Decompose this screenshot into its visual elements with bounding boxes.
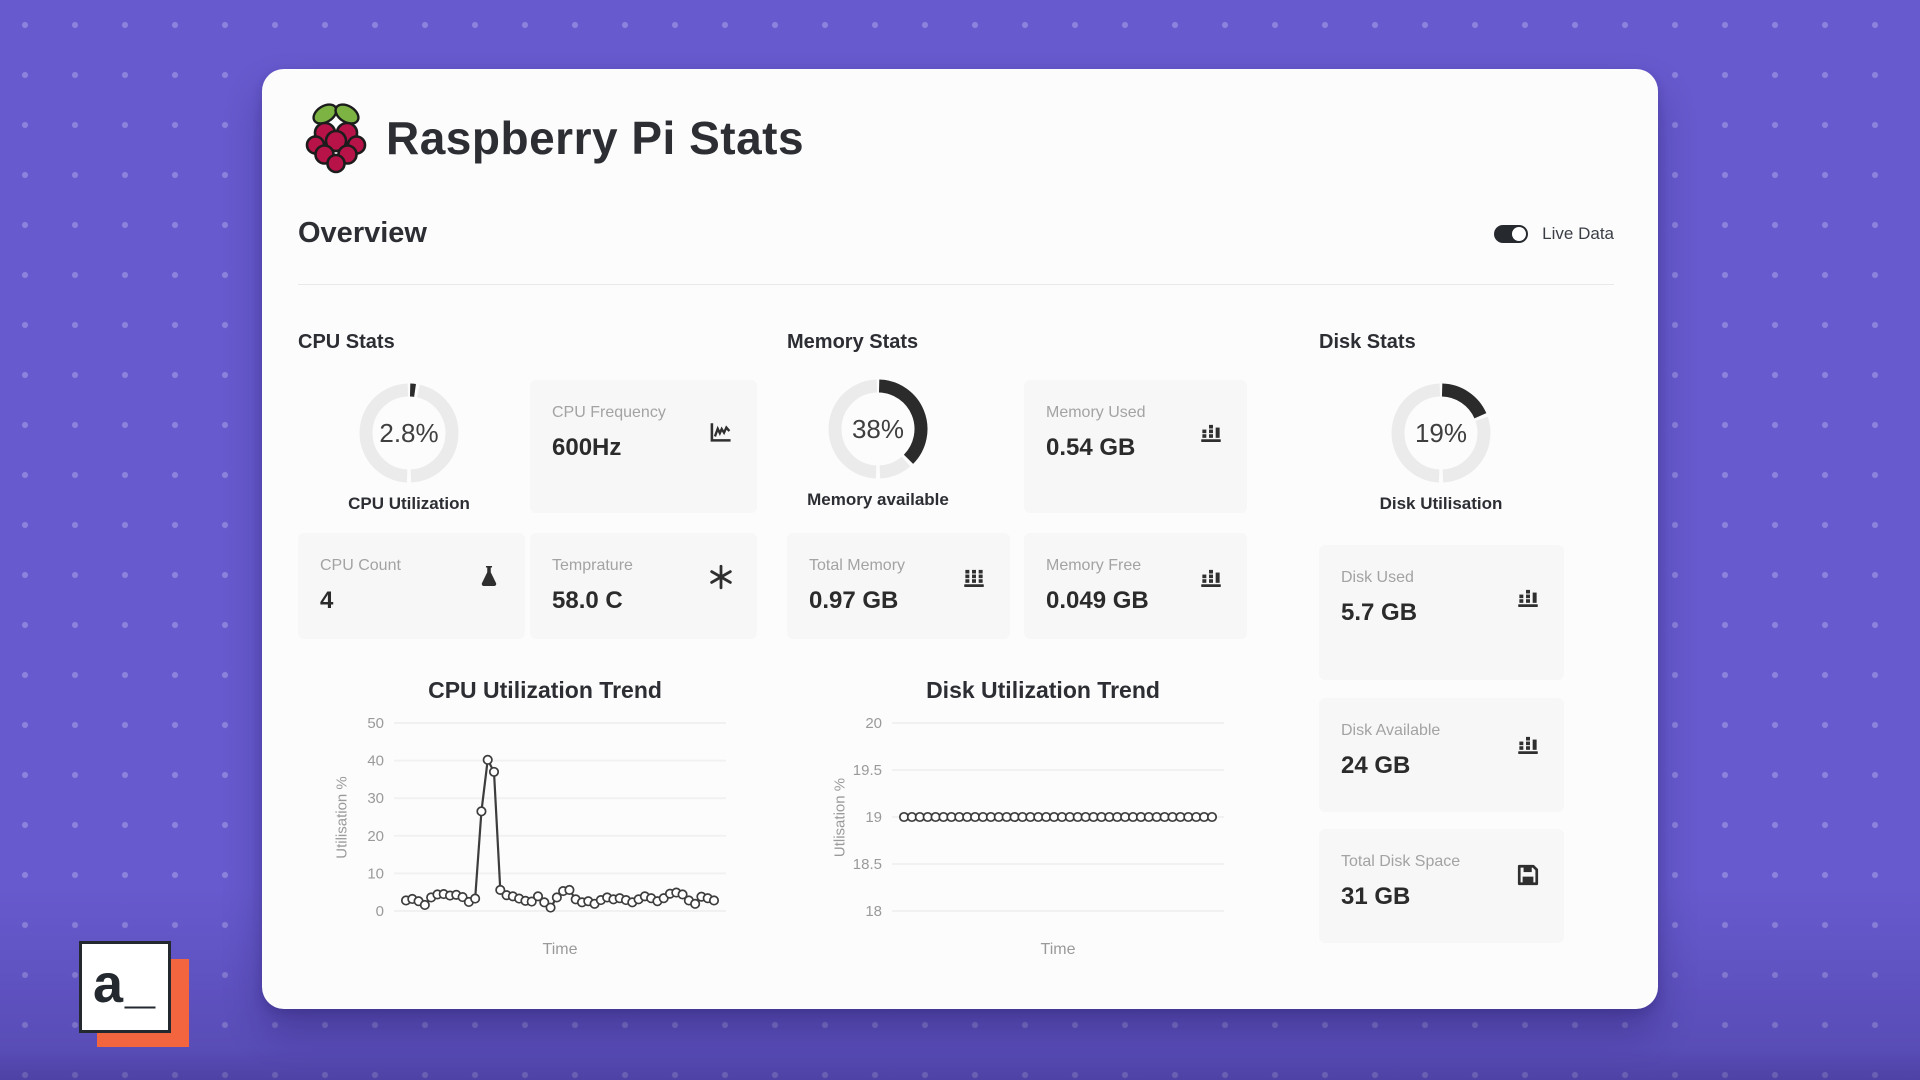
svg-text:0: 0 <box>376 903 384 920</box>
temperature-value: 58.0 C <box>552 587 623 614</box>
floppy-disk-icon <box>1514 861 1542 889</box>
cpu-donut-caption: CPU Utilization <box>348 494 470 513</box>
cpu-frequency-card: CPU Frequency 600Hz <box>530 380 757 513</box>
cpu-trend-ylabel: Utilisation % <box>333 776 351 859</box>
cpu-trend-title: CPU Utilization Trend <box>428 677 662 703</box>
toggle-knob <box>1512 226 1527 241</box>
svg-text:19.5: 19.5 <box>853 762 882 779</box>
total-memory-label: Total Memory <box>809 557 906 574</box>
cpu-donut-chart: 2.8% <box>359 383 459 483</box>
svg-text:10: 10 <box>367 865 384 882</box>
divider <box>298 284 1614 285</box>
memory-stats-heading: Memory Stats <box>787 331 919 353</box>
memory-free-card: Memory Free 0.049 GB <box>1024 533 1247 639</box>
asterisk-icon <box>707 563 735 591</box>
disk-donut-value: 19% <box>1415 418 1467 448</box>
cpu-frequency-label: CPU Frequency <box>552 404 666 421</box>
total-disk-space-label: Total Disk Space <box>1341 853 1461 870</box>
cpu-count-card: CPU Count 4 <box>298 533 525 639</box>
disk-donut-chart: 19% <box>1391 383 1491 483</box>
memory-available-gauge: 38% Memory available <box>807 377 949 510</box>
cpu-trend-chart: Utilisation % 0 10 20 30 40 50 Time <box>330 709 740 958</box>
raspberry-pi-logo <box>305 103 367 174</box>
disk-trend-chart: Utlisation % 18 18.5 19 19.5 20 Time <box>828 709 1238 958</box>
disk-available-value: 24 GB <box>1341 752 1411 779</box>
disk-used-label: Disk Used <box>1341 569 1414 586</box>
disk-used-value: 5.7 GB <box>1341 599 1418 626</box>
memory-used-value: 0.54 GB <box>1046 434 1136 461</box>
svg-text:20: 20 <box>865 715 882 732</box>
total-memory-value: 0.97 GB <box>809 587 899 614</box>
cpu-count-value: 4 <box>320 587 334 614</box>
live-data-toggle[interactable] <box>1494 224 1529 243</box>
memory-donut-caption: Memory available <box>807 490 949 509</box>
bar-chart-icon <box>1197 563 1225 591</box>
page-title: Raspberry Pi Stats <box>386 112 805 164</box>
memory-donut-chart: 38% <box>828 379 928 479</box>
disk-stats-heading: Disk Stats <box>1319 331 1416 353</box>
svg-text:19: 19 <box>865 809 882 826</box>
section-overview-title: Overview <box>298 217 427 249</box>
cpu-donut-value: 2.8% <box>379 418 438 448</box>
cpu-count-label: CPU Count <box>320 557 401 574</box>
temperature-label: Temprature <box>552 557 633 574</box>
memory-free-value: 0.049 GB <box>1046 587 1149 614</box>
total-disk-space-card: Total Disk Space 31 GB <box>1319 829 1564 943</box>
svg-text:50: 50 <box>367 715 384 732</box>
disk-trend-xlabel: Time <box>1040 941 1076 958</box>
cpu-trend-xlabel: Time <box>542 941 578 958</box>
total-memory-card: Total Memory 0.97 GB <box>787 533 1010 639</box>
disk-trend-plot: 18 18.5 19 19.5 20 <box>853 715 1224 920</box>
app-header: Raspberry Pi Stats <box>304 102 804 174</box>
disk-trend-title: Disk Utilization Trend <box>926 677 1160 703</box>
disk-donut-caption: Disk Utilisation <box>1379 494 1503 513</box>
watermark-white-square: a_ <box>79 941 171 1033</box>
memory-used-card: Memory Used 0.54 GB <box>1024 380 1247 513</box>
bar-chart-icon <box>1197 418 1225 446</box>
disk-utilisation-gauge: 19% Disk Utilisation <box>1380 381 1502 514</box>
cpu-utilization-gauge: 2.8% CPU Utilization <box>348 381 470 514</box>
step-chart-icon <box>707 418 735 446</box>
bar-chart-full-icon <box>960 563 988 591</box>
bar-chart-icon <box>1514 730 1542 758</box>
appsmith-watermark[interactable]: a_ <box>79 941 189 1047</box>
total-disk-space-value: 31 GB <box>1341 883 1411 910</box>
memory-used-label: Memory Used <box>1046 404 1146 421</box>
disk-available-label: Disk Available <box>1341 722 1441 739</box>
appsmith-logo-text: a_ <box>92 954 158 1014</box>
live-data-label: Live Data <box>1542 223 1614 243</box>
bar-chart-icon <box>1514 583 1542 611</box>
dashboard-card: Raspberry Pi Stats Overview Live Data CP… <box>262 69 1658 1009</box>
memory-free-label: Memory Free <box>1046 557 1142 574</box>
disk-used-card: Disk Used 5.7 GB <box>1319 545 1564 680</box>
svg-text:18.5: 18.5 <box>853 856 882 873</box>
temperature-card: Temprature 58.0 C <box>530 533 757 639</box>
disk-available-card: Disk Available 24 GB <box>1319 698 1564 812</box>
svg-text:18: 18 <box>865 903 882 920</box>
memory-donut-value: 38% <box>852 414 904 444</box>
cpu-trend-plot: 0 10 20 30 40 50 <box>367 715 726 920</box>
svg-text:20: 20 <box>367 828 384 845</box>
cpu-frequency-value: 600Hz <box>552 434 622 461</box>
svg-text:30: 30 <box>367 790 384 807</box>
cpu-stats-heading: CPU Stats <box>298 331 395 353</box>
flask-icon <box>475 563 503 591</box>
disk-trend-ylabel: Utlisation % <box>831 777 849 858</box>
svg-text:40: 40 <box>367 753 384 770</box>
